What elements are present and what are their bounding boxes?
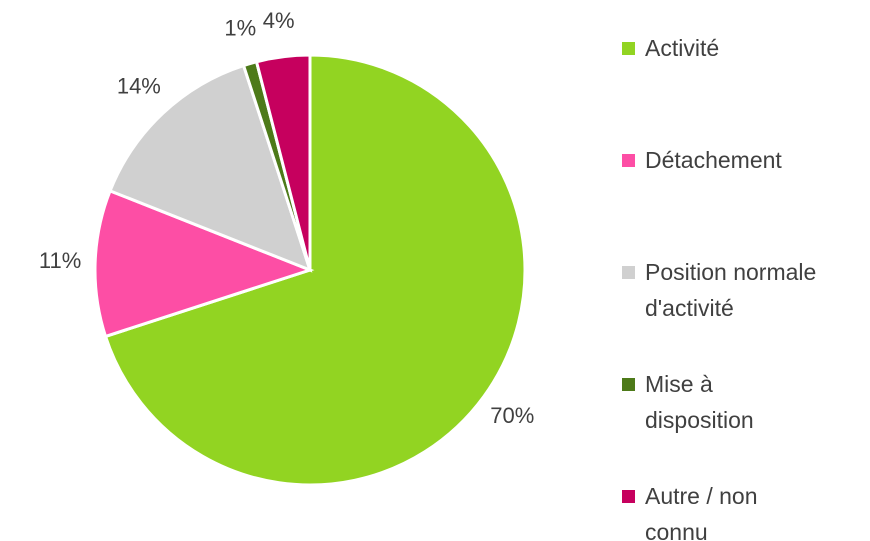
legend-entry: Activité [622, 30, 860, 66]
data-label: 1% [224, 16, 256, 41]
legend-swatch [622, 42, 635, 55]
data-label: 70% [490, 403, 534, 428]
legend-entry: Position normale d'activité [622, 254, 860, 326]
data-label: 14% [117, 74, 161, 99]
legend-swatch [622, 154, 635, 167]
data-label: 11% [39, 248, 81, 273]
pie-slice [103, 53, 527, 487]
legend-swatch [622, 378, 635, 391]
legend-entry: Autre / non connu [622, 478, 795, 541]
pie-slice [93, 188, 315, 339]
legend-swatch [622, 266, 635, 279]
pie-slice [254, 53, 312, 271]
pie-area: 70% 11% 14% 1% 4% [39, 8, 534, 487]
data-label: 4% [263, 8, 295, 33]
legend-entry: Mise à disposition [622, 366, 795, 438]
legend-label: Autre / non connu [645, 483, 758, 541]
legend-label: Activité [645, 35, 720, 61]
legend-label: Position normale d'activité [645, 259, 817, 321]
legend-entry: Détachement [622, 142, 860, 178]
legend-swatch [622, 490, 635, 503]
legend-label: Mise à disposition [645, 371, 754, 433]
legend-label: Détachement [645, 147, 782, 173]
